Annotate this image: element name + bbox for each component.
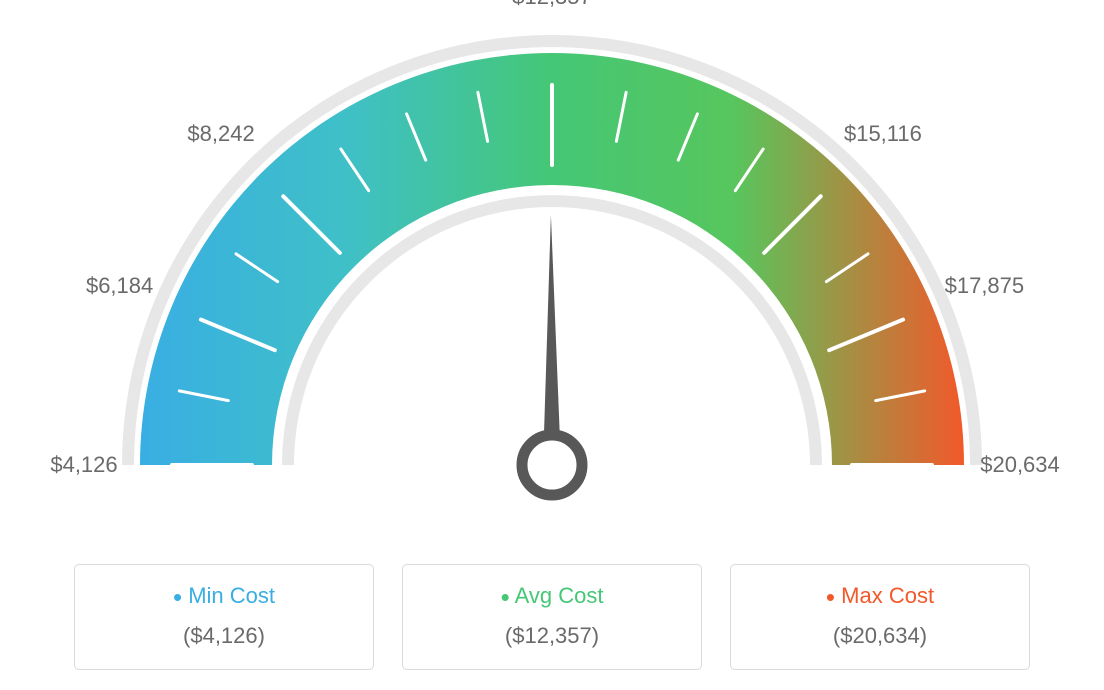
gauge-tick-label: $8,242	[187, 121, 254, 147]
legend-card-max: • Max Cost ($20,634)	[730, 564, 1030, 670]
legend-label-min: Min Cost	[188, 583, 275, 608]
dot-icon-min: •	[173, 582, 182, 612]
legend-row: • Min Cost ($4,126) • Avg Cost ($12,357)…	[0, 564, 1104, 670]
legend-title-max: • Max Cost	[731, 583, 1029, 609]
legend-card-min: • Min Cost ($4,126)	[74, 564, 374, 670]
gauge-chart: $4,126 $6,184 $8,242 $12,357 $15,116 $17,875 $…	[0, 0, 1104, 520]
legend-card-avg: • Avg Cost ($12,357)	[402, 564, 702, 670]
dot-icon-avg: •	[501, 582, 510, 612]
gauge-tick-label: $15,116	[844, 121, 922, 147]
legend-value-avg: ($12,357)	[403, 623, 701, 649]
legend-value-min: ($4,126)	[75, 623, 373, 649]
legend-title-avg: • Avg Cost	[403, 583, 701, 609]
gauge-tick-label: $20,634	[980, 452, 1060, 478]
legend-value-max: ($20,634)	[731, 623, 1029, 649]
legend-label-avg: Avg Cost	[515, 583, 604, 608]
dot-icon-max: •	[826, 582, 835, 612]
gauge-tick-label: $6,184	[86, 273, 153, 299]
gauge-svg	[0, 0, 1104, 560]
legend-label-max: Max Cost	[841, 583, 934, 608]
gauge-tick-label: $4,126	[50, 452, 117, 478]
gauge-tick-label: $17,875	[945, 273, 1025, 299]
legend-title-min: • Min Cost	[75, 583, 373, 609]
gauge-tick-label: $12,357	[512, 0, 592, 10]
